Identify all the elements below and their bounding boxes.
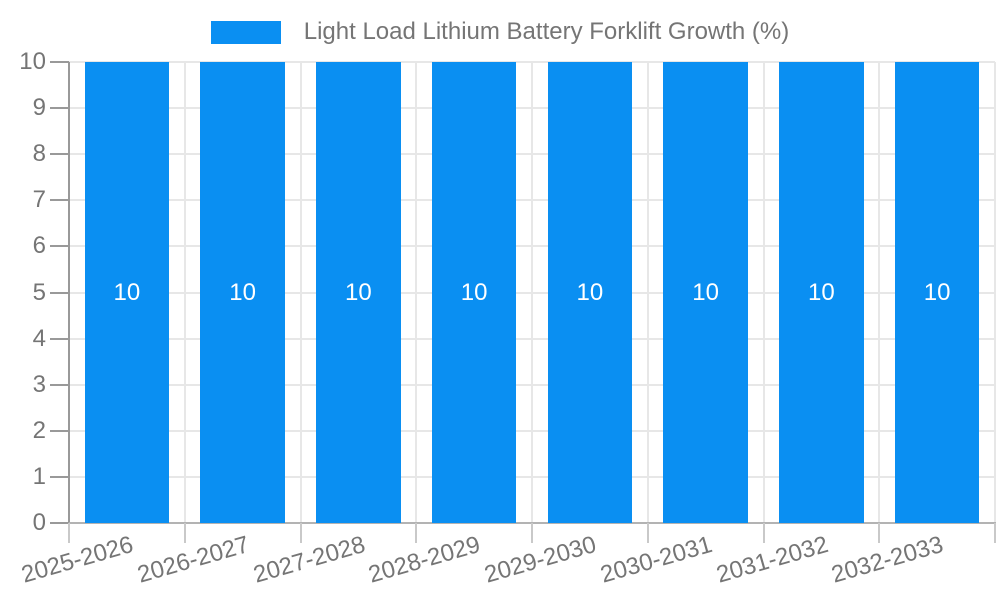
- gridline-vertical: [646, 62, 649, 523]
- plot-area: 10 10 10 10 10 10 10 10: [68, 61, 996, 524]
- y-axis-tick: [50, 429, 69, 432]
- y-axis-tick-label: 2: [32, 416, 46, 444]
- y-axis-tick: [50, 383, 69, 386]
- bar-value-label: 10: [808, 278, 835, 306]
- x-axis-label: 2031-2032: [713, 531, 831, 589]
- x-axis-label: 2028-2029: [365, 531, 484, 589]
- y-axis-tick-label: 9: [32, 94, 46, 122]
- legend-swatch: [210, 20, 281, 44]
- bar[interactable]: 10: [200, 62, 285, 523]
- x-axis-label: 2026-2027: [134, 531, 253, 589]
- y-axis-tick: [50, 107, 69, 110]
- y-axis-tick-label: 6: [32, 232, 46, 260]
- y-axis-tick-label: 8: [32, 140, 46, 168]
- y-axis-tick: [50, 291, 69, 294]
- gridline-vertical: [762, 62, 765, 523]
- x-axis-tick: [994, 523, 996, 543]
- y-axis-tick: [50, 522, 69, 524]
- y-axis-tick: [50, 475, 69, 478]
- gridline-vertical: [183, 62, 186, 523]
- y-axis-tick: [50, 245, 69, 248]
- y-axis-tick: [50, 199, 69, 202]
- gridline-vertical: [415, 62, 418, 523]
- y-axis-line: [68, 62, 70, 523]
- gridline-vertical: [878, 62, 881, 523]
- gridline-vertical: [299, 62, 302, 523]
- bar-value-label: 10: [692, 278, 719, 306]
- bar[interactable]: 10: [431, 62, 517, 523]
- bar[interactable]: 10: [547, 62, 633, 523]
- y-axis-tick-label: 1: [32, 462, 46, 490]
- legend-label: Light Load Lithium Battery Forklift Grow…: [303, 18, 790, 45]
- x-axis-tick: [299, 523, 302, 543]
- bar-value-label: 10: [460, 278, 488, 306]
- x-axis-tick: [646, 523, 649, 543]
- y-axis-tick-label: 5: [32, 278, 46, 306]
- y-axis-tick-label: 0: [32, 509, 46, 536]
- bar[interactable]: 10: [316, 62, 401, 523]
- gridline-vertical: [531, 62, 533, 523]
- bar[interactable]: 10: [779, 62, 864, 523]
- y-axis-tick-label: 4: [32, 324, 46, 352]
- x-axis-tick: [531, 523, 533, 543]
- y-axis-tick: [50, 153, 69, 156]
- y-axis-tick-label: 10: [19, 48, 46, 75]
- bar[interactable]: 10: [84, 62, 170, 523]
- y-axis-tick: [50, 61, 69, 63]
- x-axis-tick: [878, 523, 881, 543]
- x-axis-tick: [68, 523, 70, 543]
- legend[interactable]: Light Load Lithium Battery Forklift Grow…: [0, 17, 1000, 47]
- y-axis-tick-label: 3: [32, 370, 46, 398]
- gridline-vertical: [994, 62, 996, 523]
- x-axis-tick: [762, 523, 765, 543]
- bar-value-label: 10: [576, 278, 604, 306]
- x-axis-tick: [183, 523, 186, 543]
- bar-value-label: 10: [229, 278, 256, 306]
- bar[interactable]: 10: [894, 62, 980, 523]
- x-axis-label: 2027-2028: [250, 531, 368, 589]
- x-axis-label: 2032-2033: [828, 531, 947, 589]
- y-axis-tick: [50, 337, 69, 340]
- bar-value-label: 10: [923, 278, 951, 306]
- bar-value-label: 10: [113, 278, 141, 306]
- bar[interactable]: 10: [663, 62, 748, 523]
- x-axis-label: 2029-2030: [481, 531, 600, 589]
- bar-value-label: 10: [345, 278, 372, 306]
- x-axis-label: 2025-2026: [18, 531, 137, 589]
- y-axis-tick-label: 7: [32, 186, 46, 214]
- x-axis-label: 2030-2031: [597, 531, 716, 589]
- x-axis-tick: [415, 523, 418, 543]
